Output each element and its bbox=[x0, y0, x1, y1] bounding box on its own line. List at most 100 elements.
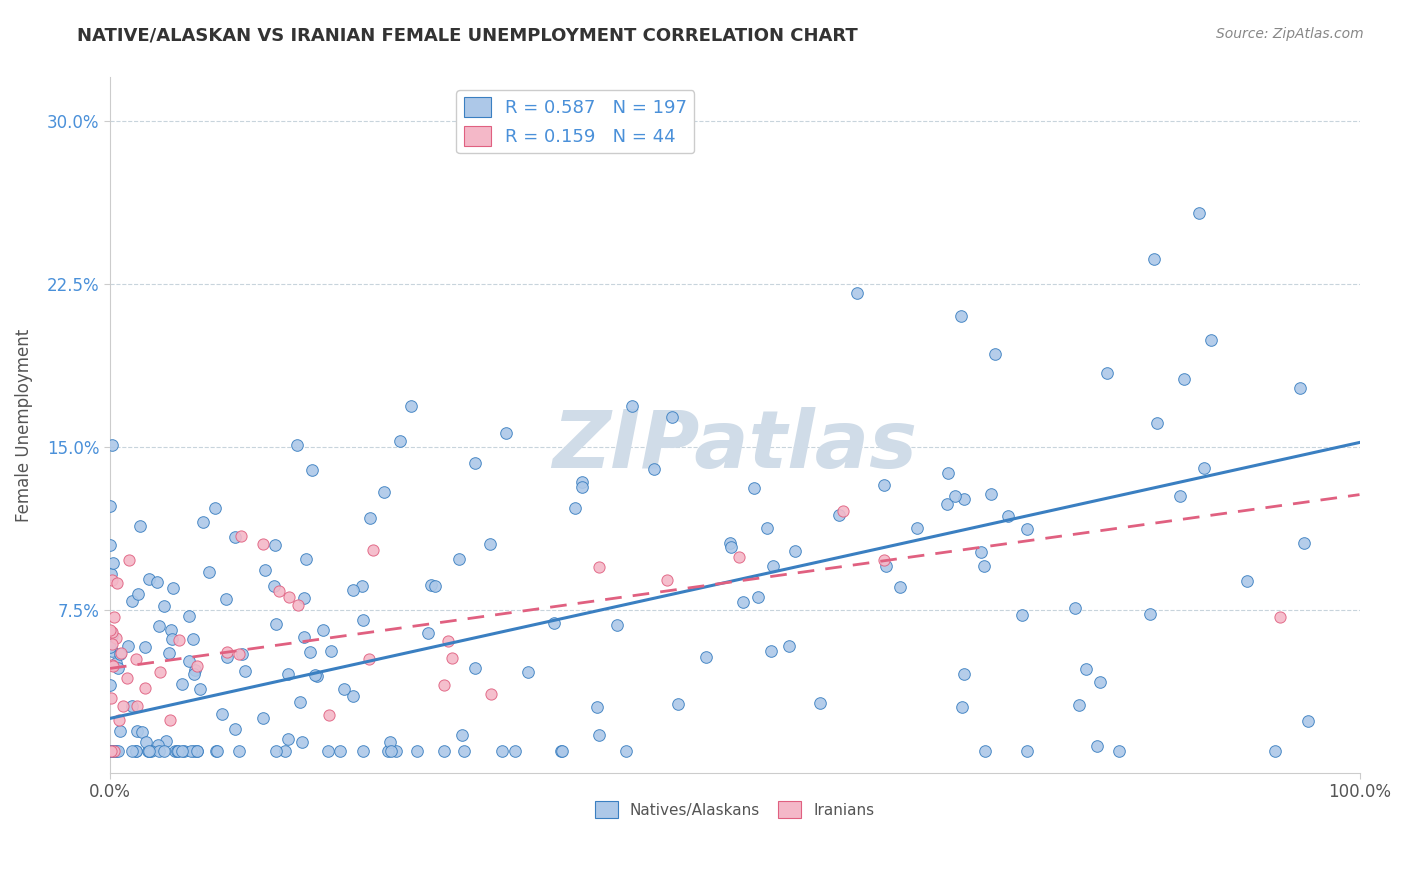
Point bbox=[1074, 663, 1097, 677]
Point bbox=[433, 744, 456, 758]
Point bbox=[104, 656, 127, 670]
Point bbox=[586, 700, 609, 714]
Point bbox=[350, 579, 373, 593]
Point bbox=[231, 647, 253, 661]
Point bbox=[277, 590, 299, 604]
Point bbox=[153, 744, 176, 758]
Point bbox=[170, 744, 193, 758]
Point bbox=[277, 732, 299, 747]
Point bbox=[319, 644, 342, 658]
Point bbox=[1264, 744, 1286, 758]
Point bbox=[1064, 601, 1087, 615]
Point bbox=[121, 744, 143, 758]
Point bbox=[127, 587, 149, 601]
Point bbox=[139, 744, 162, 758]
Point bbox=[828, 508, 851, 522]
Point bbox=[301, 463, 323, 477]
Point bbox=[170, 677, 193, 691]
Point bbox=[936, 466, 959, 480]
Point bbox=[1146, 416, 1168, 430]
Point bbox=[100, 567, 122, 582]
Point bbox=[291, 735, 314, 749]
Point bbox=[953, 492, 976, 507]
Point bbox=[953, 666, 976, 681]
Point bbox=[177, 654, 200, 668]
Point bbox=[135, 735, 157, 749]
Point bbox=[288, 695, 311, 709]
Point bbox=[294, 631, 316, 645]
Point bbox=[152, 599, 174, 613]
Text: Source: ZipAtlas.com: Source: ZipAtlas.com bbox=[1216, 27, 1364, 41]
Point bbox=[134, 681, 156, 696]
Point bbox=[101, 625, 124, 640]
Point bbox=[107, 661, 129, 675]
Text: ZIPatlas: ZIPatlas bbox=[553, 407, 917, 485]
Point bbox=[217, 650, 239, 665]
Point bbox=[180, 744, 202, 758]
Point bbox=[204, 501, 226, 516]
Point bbox=[138, 572, 160, 586]
Point bbox=[352, 613, 374, 627]
Point bbox=[1095, 366, 1118, 380]
Legend: Natives/Alaskans, Iranians: Natives/Alaskans, Iranians bbox=[589, 796, 880, 824]
Point bbox=[1288, 381, 1310, 395]
Point bbox=[980, 487, 1002, 501]
Point bbox=[441, 651, 464, 665]
Point bbox=[359, 511, 381, 525]
Point bbox=[103, 744, 125, 758]
Point bbox=[101, 628, 124, 642]
Point bbox=[138, 744, 160, 758]
Point bbox=[108, 648, 131, 662]
Point bbox=[1192, 461, 1215, 475]
Point bbox=[105, 576, 128, 591]
Point bbox=[352, 744, 374, 758]
Point bbox=[974, 744, 997, 758]
Point bbox=[380, 744, 402, 758]
Point bbox=[1011, 608, 1033, 623]
Point bbox=[517, 665, 540, 680]
Point bbox=[155, 734, 177, 748]
Point bbox=[720, 540, 742, 554]
Point bbox=[117, 639, 139, 653]
Point bbox=[318, 708, 340, 723]
Point bbox=[125, 698, 148, 713]
Point bbox=[118, 553, 141, 567]
Point bbox=[950, 700, 973, 714]
Point bbox=[263, 579, 285, 593]
Point bbox=[1015, 522, 1038, 536]
Point bbox=[204, 744, 226, 758]
Point bbox=[105, 744, 128, 758]
Point bbox=[134, 640, 156, 655]
Point bbox=[418, 626, 440, 640]
Point bbox=[479, 687, 502, 701]
Point bbox=[159, 624, 181, 638]
Point bbox=[342, 689, 364, 703]
Point bbox=[359, 652, 381, 666]
Point bbox=[1294, 535, 1316, 549]
Point bbox=[373, 485, 395, 500]
Point bbox=[420, 578, 443, 592]
Point bbox=[588, 560, 610, 574]
Point bbox=[100, 744, 122, 758]
Point bbox=[399, 399, 422, 413]
Point bbox=[125, 744, 148, 758]
Point bbox=[167, 633, 190, 648]
Point bbox=[307, 668, 329, 682]
Point bbox=[661, 410, 683, 425]
Point bbox=[491, 744, 513, 758]
Point bbox=[643, 461, 665, 475]
Point bbox=[231, 529, 253, 543]
Point bbox=[385, 744, 408, 758]
Point bbox=[543, 616, 565, 631]
Point bbox=[762, 558, 785, 573]
Point bbox=[183, 744, 205, 758]
Point bbox=[264, 617, 287, 632]
Point bbox=[98, 744, 121, 758]
Point bbox=[98, 624, 121, 638]
Point bbox=[228, 647, 250, 661]
Point bbox=[183, 667, 205, 681]
Y-axis label: Female Unemployment: Female Unemployment bbox=[15, 328, 32, 522]
Point bbox=[614, 744, 637, 758]
Point bbox=[731, 595, 754, 609]
Point bbox=[718, 535, 741, 549]
